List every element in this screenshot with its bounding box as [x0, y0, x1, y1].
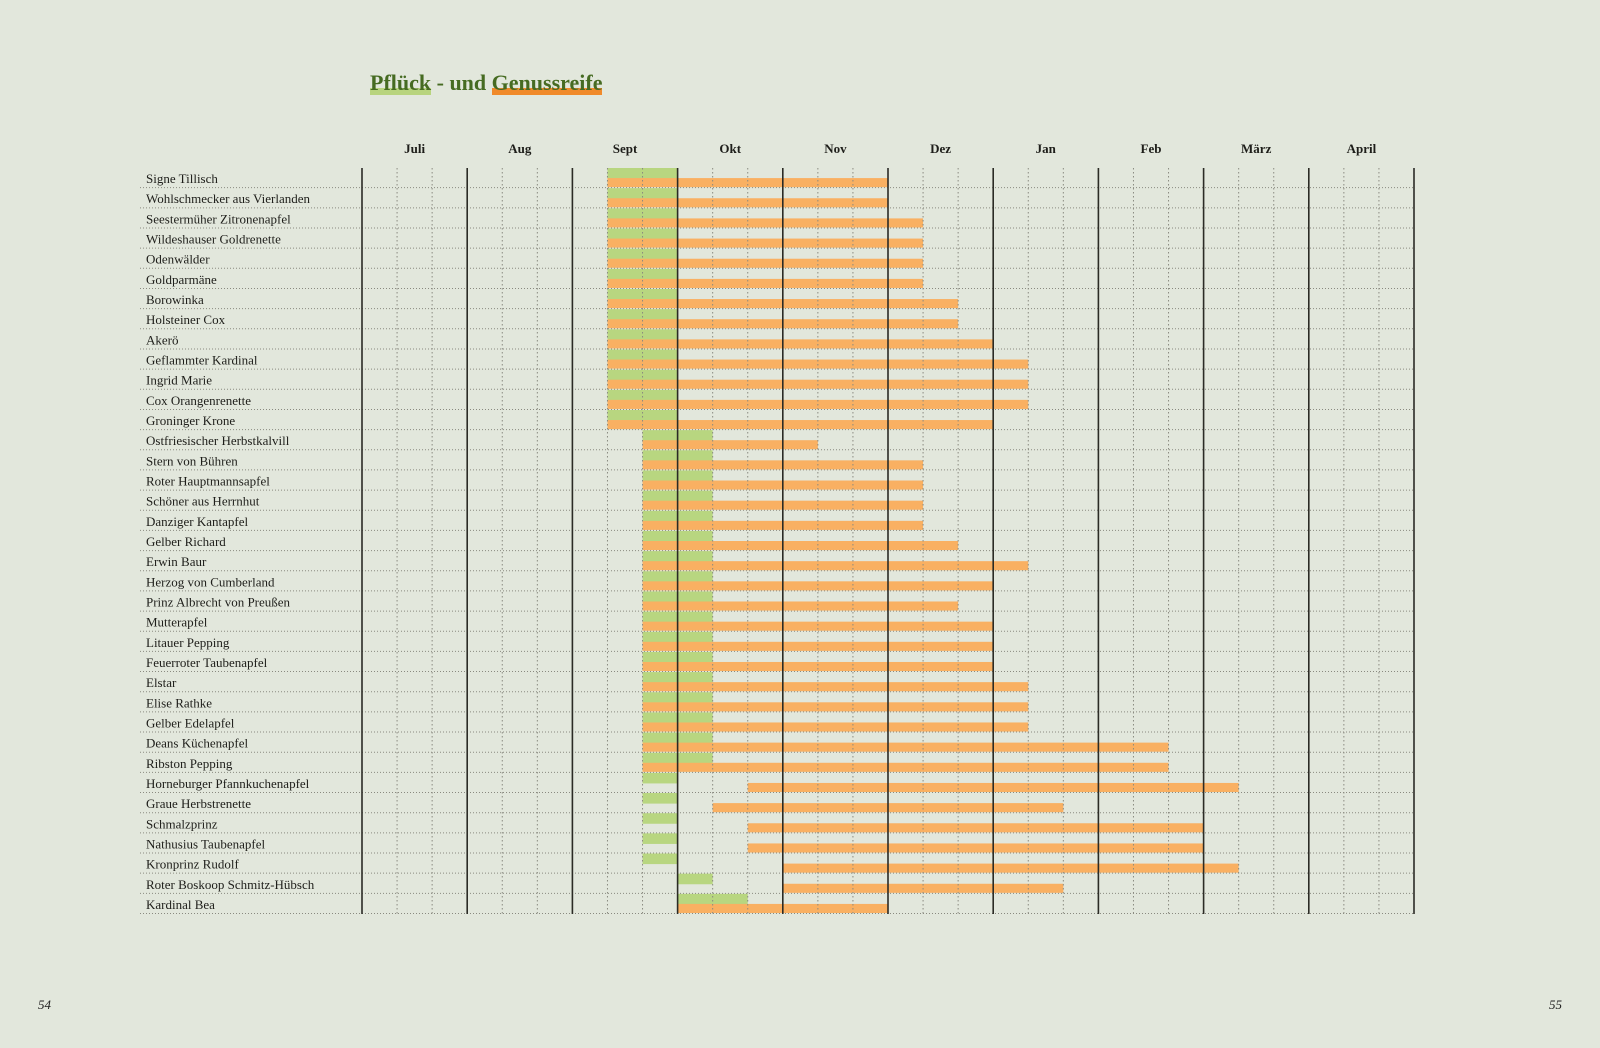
variety-label: Signe Tillisch: [146, 171, 218, 186]
enjoy-bar: [642, 661, 994, 672]
variety-label: Horneburger Pfannkuchenapfel: [146, 776, 310, 791]
enjoy-bar: [642, 440, 818, 450]
month-label: März: [1241, 141, 1272, 156]
variety-label: Ingrid Marie: [146, 373, 212, 388]
grid-layer: [140, 168, 1415, 914]
month-label: Nov: [824, 141, 847, 156]
variety-label: Schöner aus Herrnhut: [146, 494, 260, 509]
variety-label: Ribston Pepping: [146, 756, 233, 771]
enjoy-bar: [642, 702, 1029, 712]
enjoy-bar: [642, 722, 1029, 732]
pick-bar: [607, 248, 678, 260]
month-label: Aug: [508, 141, 532, 156]
month-label: Okt: [719, 141, 741, 156]
month-labels: Juli Aug Sept Okt Nov Dez Jan Feb März April: [404, 141, 1376, 156]
variety-label: Erwin Baur: [146, 554, 207, 569]
pick-bar: [642, 853, 678, 865]
title-enjoy-word: Genussreife: [491, 70, 603, 95]
enjoy-bar: [782, 863, 1239, 873]
variety-label: Elstar: [146, 675, 177, 690]
page-number-left: 54: [38, 997, 51, 1012]
variety-label: Roter Hauptmannsapfel: [146, 474, 270, 489]
pick-bar: [607, 389, 678, 401]
pick-bar: [607, 309, 678, 320]
variety-label: Herzog von Cumberland: [146, 574, 275, 589]
pick-bar: [607, 288, 678, 300]
variety-label: Feuerroter Taubenapfel: [146, 655, 268, 670]
enjoy-bar: [642, 581, 994, 591]
enjoy-bar: [607, 198, 888, 208]
pick-bar: [607, 208, 678, 219]
variety-label: Graue Herbstrenette: [146, 796, 251, 811]
variety-label: Danziger Kantapfel: [146, 514, 249, 529]
pick-bar: [607, 268, 678, 280]
variety-label: Deans Küchenapfel: [146, 736, 249, 751]
month-label: April: [1347, 141, 1377, 156]
variety-label: Schmalzprinz: [146, 816, 218, 831]
month-label: Juli: [404, 141, 425, 156]
enjoy-bar: [642, 682, 1029, 692]
variety-label: Wildeshauser Goldrenette: [146, 232, 281, 247]
variety-label: Borowinka: [146, 292, 204, 307]
pick-bar: [607, 409, 678, 421]
pick-bar: [607, 329, 678, 340]
variety-label: Gelber Edelapfel: [146, 715, 235, 730]
variety-label: Mutterapfel: [146, 615, 208, 630]
title-pick-word: Pflück: [370, 70, 432, 95]
month-label: Feb: [1141, 141, 1162, 156]
enjoy-bar: [747, 843, 1204, 853]
variety-label: Goldparmäne: [146, 272, 217, 287]
pick-bar: [607, 369, 678, 381]
enjoy-bar: [642, 621, 994, 631]
variety-label: Elise Rathke: [146, 695, 212, 710]
variety-label: Nathusius Taubenapfel: [146, 836, 265, 851]
pick-bar: [607, 349, 678, 361]
pick-bar: [607, 228, 678, 240]
enjoy-bar: [607, 258, 924, 268]
variety-label: Stern von Bühren: [146, 453, 238, 468]
variety-label: Gelber Richard: [146, 534, 226, 549]
enjoy-bar: [642, 742, 1169, 752]
pick-bar: [642, 813, 678, 824]
enjoy-bar: [607, 339, 994, 349]
enjoy-bar: [642, 561, 1029, 571]
variety-label: Kronprinz Rudolf: [146, 857, 239, 872]
variety-label: Kardinal Bea: [146, 897, 215, 912]
variety-label: Seestermüher Zitronenapfel: [146, 211, 291, 226]
enjoy-bar: [607, 238, 924, 248]
enjoy-bar: [747, 823, 1204, 833]
variety-label: Akerö: [146, 332, 179, 347]
chart-title: Pflück - und Genussreife: [370, 70, 603, 96]
enjoy-bar: [642, 641, 994, 651]
pick-bar: [642, 772, 678, 784]
pick-bar: [677, 873, 713, 885]
month-label: Jan: [1036, 141, 1057, 156]
title-connector: - und: [431, 70, 492, 95]
enjoy-bar: [642, 601, 959, 611]
enjoy-bar: [642, 541, 959, 551]
variety-label: Holsteiner Cox: [146, 312, 226, 327]
month-label: Sept: [613, 141, 638, 156]
month-label: Dez: [930, 141, 951, 156]
variety-label: Prinz Albrecht von Preußen: [146, 594, 291, 609]
variety-label: Cox Orangenrenette: [146, 393, 251, 408]
enjoy-bar: [607, 278, 924, 288]
variety-label: Ostfriesischer Herbstkalvill: [146, 433, 290, 448]
enjoy-bar: [642, 762, 1169, 772]
variety-label: Litauer Pepping: [146, 635, 230, 650]
variety-label: Wohlschmecker aus Vierlanden: [146, 191, 310, 206]
variety-label: Odenwälder: [146, 252, 210, 267]
variety-label: Roter Boskoop Schmitz-Hübsch: [146, 877, 315, 892]
enjoy-bar: [607, 420, 994, 430]
pick-bar: [642, 793, 678, 804]
page-number-right: 55: [1549, 997, 1562, 1012]
variety-label: Groninger Krone: [146, 413, 235, 428]
variety-label: Geflammter Kardinal: [146, 353, 258, 368]
enjoy-bar: [607, 218, 924, 228]
pick-bar: [677, 893, 748, 905]
row-labels: Signe Tillisch Wohlschmecker aus Vierland…: [146, 171, 315, 912]
pick-bar: [642, 833, 678, 844]
enjoy-bar: [607, 178, 888, 188]
